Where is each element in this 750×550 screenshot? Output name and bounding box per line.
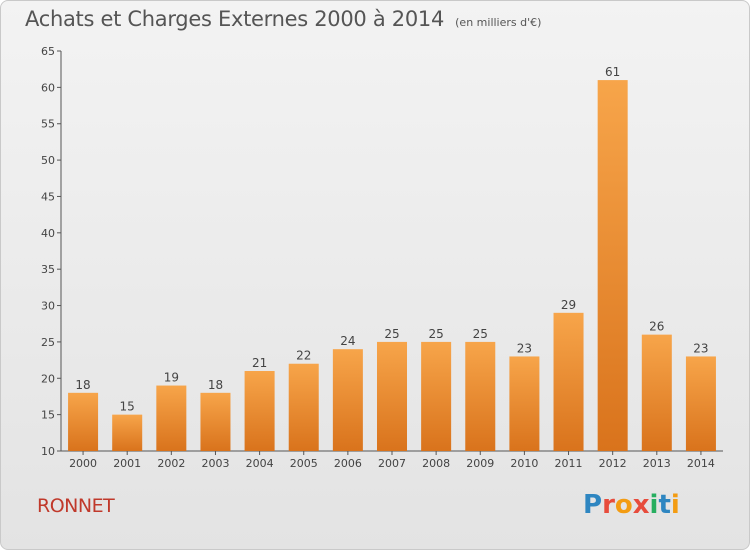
bar — [112, 414, 143, 451]
bar-chart: 10 15 20 25 30 35 40 45 50 55 60 65 18 2000 15 2001 19 2… — [41, 45, 723, 470]
bar-value-label: 19 — [164, 371, 179, 385]
bar-value-label: 25 — [473, 327, 488, 341]
bar-value-label: 26 — [649, 320, 664, 334]
y-tick-label: 65 — [41, 45, 55, 58]
logo-letter: i — [649, 490, 659, 520]
x-tick-label: 2006 — [334, 457, 362, 470]
logo-letter: P — [583, 490, 603, 520]
chart-title: Achats et Charges Externes 2000 à 2014 — [25, 7, 445, 31]
x-tick-label: 2000 — [69, 457, 97, 470]
x-tick-label: 2012 — [599, 457, 627, 470]
bar — [421, 341, 452, 451]
y-tick-label: 30 — [41, 300, 55, 313]
bar-value-label: 61 — [605, 65, 620, 79]
proxiti-logo: Proxiti — [583, 490, 680, 520]
x-tick-label: 2008 — [422, 457, 450, 470]
y-tick-label: 35 — [41, 263, 55, 276]
bar — [597, 80, 628, 451]
x-tick-label: 2004 — [246, 457, 274, 470]
x-tick-label: 2013 — [643, 457, 671, 470]
bar-value-label: 18 — [208, 378, 223, 392]
bar — [685, 356, 716, 451]
bar — [641, 334, 672, 451]
bar — [465, 341, 496, 451]
bar — [553, 312, 584, 451]
bar — [244, 371, 275, 451]
bar — [509, 356, 540, 451]
bar-value-label: 24 — [340, 334, 355, 348]
bar-value-label: 29 — [561, 298, 576, 312]
y-tick-label: 40 — [41, 227, 55, 240]
y-tick-label: 15 — [41, 409, 55, 422]
bar-value-label: 25 — [428, 327, 443, 341]
y-tick-label: 25 — [41, 336, 55, 349]
bars — [68, 80, 716, 451]
bar — [156, 385, 187, 451]
y-tick-label: 55 — [41, 118, 55, 131]
bar-value-label: 23 — [517, 341, 532, 355]
x-tick-label: 2003 — [201, 457, 229, 470]
bar — [376, 341, 408, 451]
y-tick-label: 10 — [41, 445, 55, 458]
logo-letter: x — [632, 490, 650, 520]
x-tick-label: 2009 — [466, 457, 494, 470]
chart-subtitle: (en milliers d'€) — [455, 16, 542, 29]
x-tick-label: 2011 — [555, 457, 583, 470]
y-tick-label: 45 — [41, 190, 55, 203]
x-tick-label: 2005 — [290, 457, 318, 470]
y-tick-label: 60 — [41, 81, 55, 94]
logo-letter: i — [670, 490, 680, 520]
x-tick-label: 2007 — [378, 457, 406, 470]
bar-value-label: 15 — [120, 400, 135, 414]
y-tick-label: 20 — [41, 372, 55, 385]
axes: 10 15 20 25 30 35 40 45 50 55 60 65 — [41, 45, 723, 458]
logo-letter: o — [614, 490, 633, 520]
bar-value-label: 23 — [693, 341, 708, 355]
bar — [288, 363, 319, 451]
chart-title-row: Achats et Charges Externes 2000 à 2014 (… — [25, 7, 541, 31]
labels: 18 2000 15 2001 19 2002 18 2003 21 2004 22 2005 24 20… — [69, 65, 715, 470]
bar — [200, 392, 231, 451]
commune-name: RONNET — [37, 495, 115, 517]
x-tick-label: 2001 — [113, 457, 141, 470]
bar-value-label: 21 — [252, 356, 267, 370]
logo-letter: r — [602, 490, 615, 520]
bar-value-label: 25 — [384, 327, 399, 341]
x-tick-label: 2002 — [157, 457, 185, 470]
bar-value-label: 18 — [75, 378, 90, 392]
logo-letter: t — [658, 490, 671, 520]
bar — [332, 349, 363, 451]
bar — [68, 392, 99, 451]
bar-value-label: 22 — [296, 349, 311, 363]
x-tick-label: 2010 — [510, 457, 538, 470]
x-tick-label: 2014 — [687, 457, 715, 470]
y-tick-label: 50 — [41, 154, 55, 167]
